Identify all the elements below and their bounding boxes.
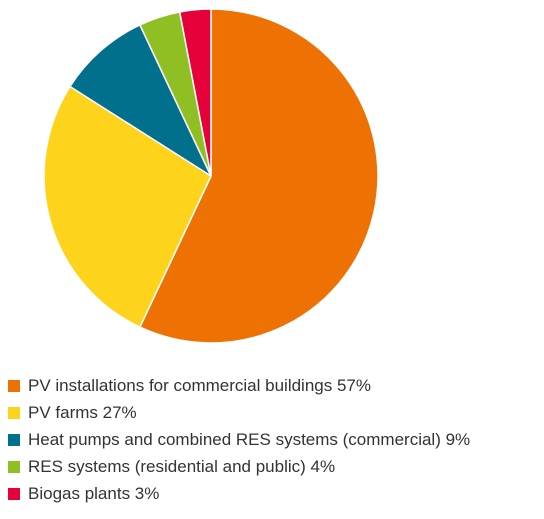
pie-slice-1 [43,85,212,328]
legend-item-1: PV farms 27% [8,399,470,426]
legend-item-0: PV installations for commercial building… [8,372,470,399]
legend-swatch-2 [8,433,20,446]
legend-label-0: PV installations for commercial building… [28,375,371,395]
legend-swatch-1 [8,406,20,419]
legend-label-2: Heat pumps and combined RES systems (com… [28,429,471,449]
legend-label-1: PV farms 27% [28,402,137,422]
pie-chart [43,8,379,344]
pie-slice-4 [178,8,212,177]
pie-slice-0 [139,8,379,344]
legend-swatch-3 [8,460,20,473]
legend-swatch-0 [8,379,20,392]
legend-swatch-4 [8,487,20,500]
legend-item-3: RES systems (residential and public) 4% [8,453,470,480]
legend-label-4: Biogas plants 3% [28,483,160,503]
legend-label-3: RES systems (residential and public) 4% [28,456,336,476]
legend-item-4: Biogas plants 3% [8,480,470,507]
legend-item-2: Heat pumps and combined RES systems (com… [8,426,470,453]
pie-slice-2 [69,24,212,177]
chart-legend: PV installations for commercial building… [8,372,470,507]
